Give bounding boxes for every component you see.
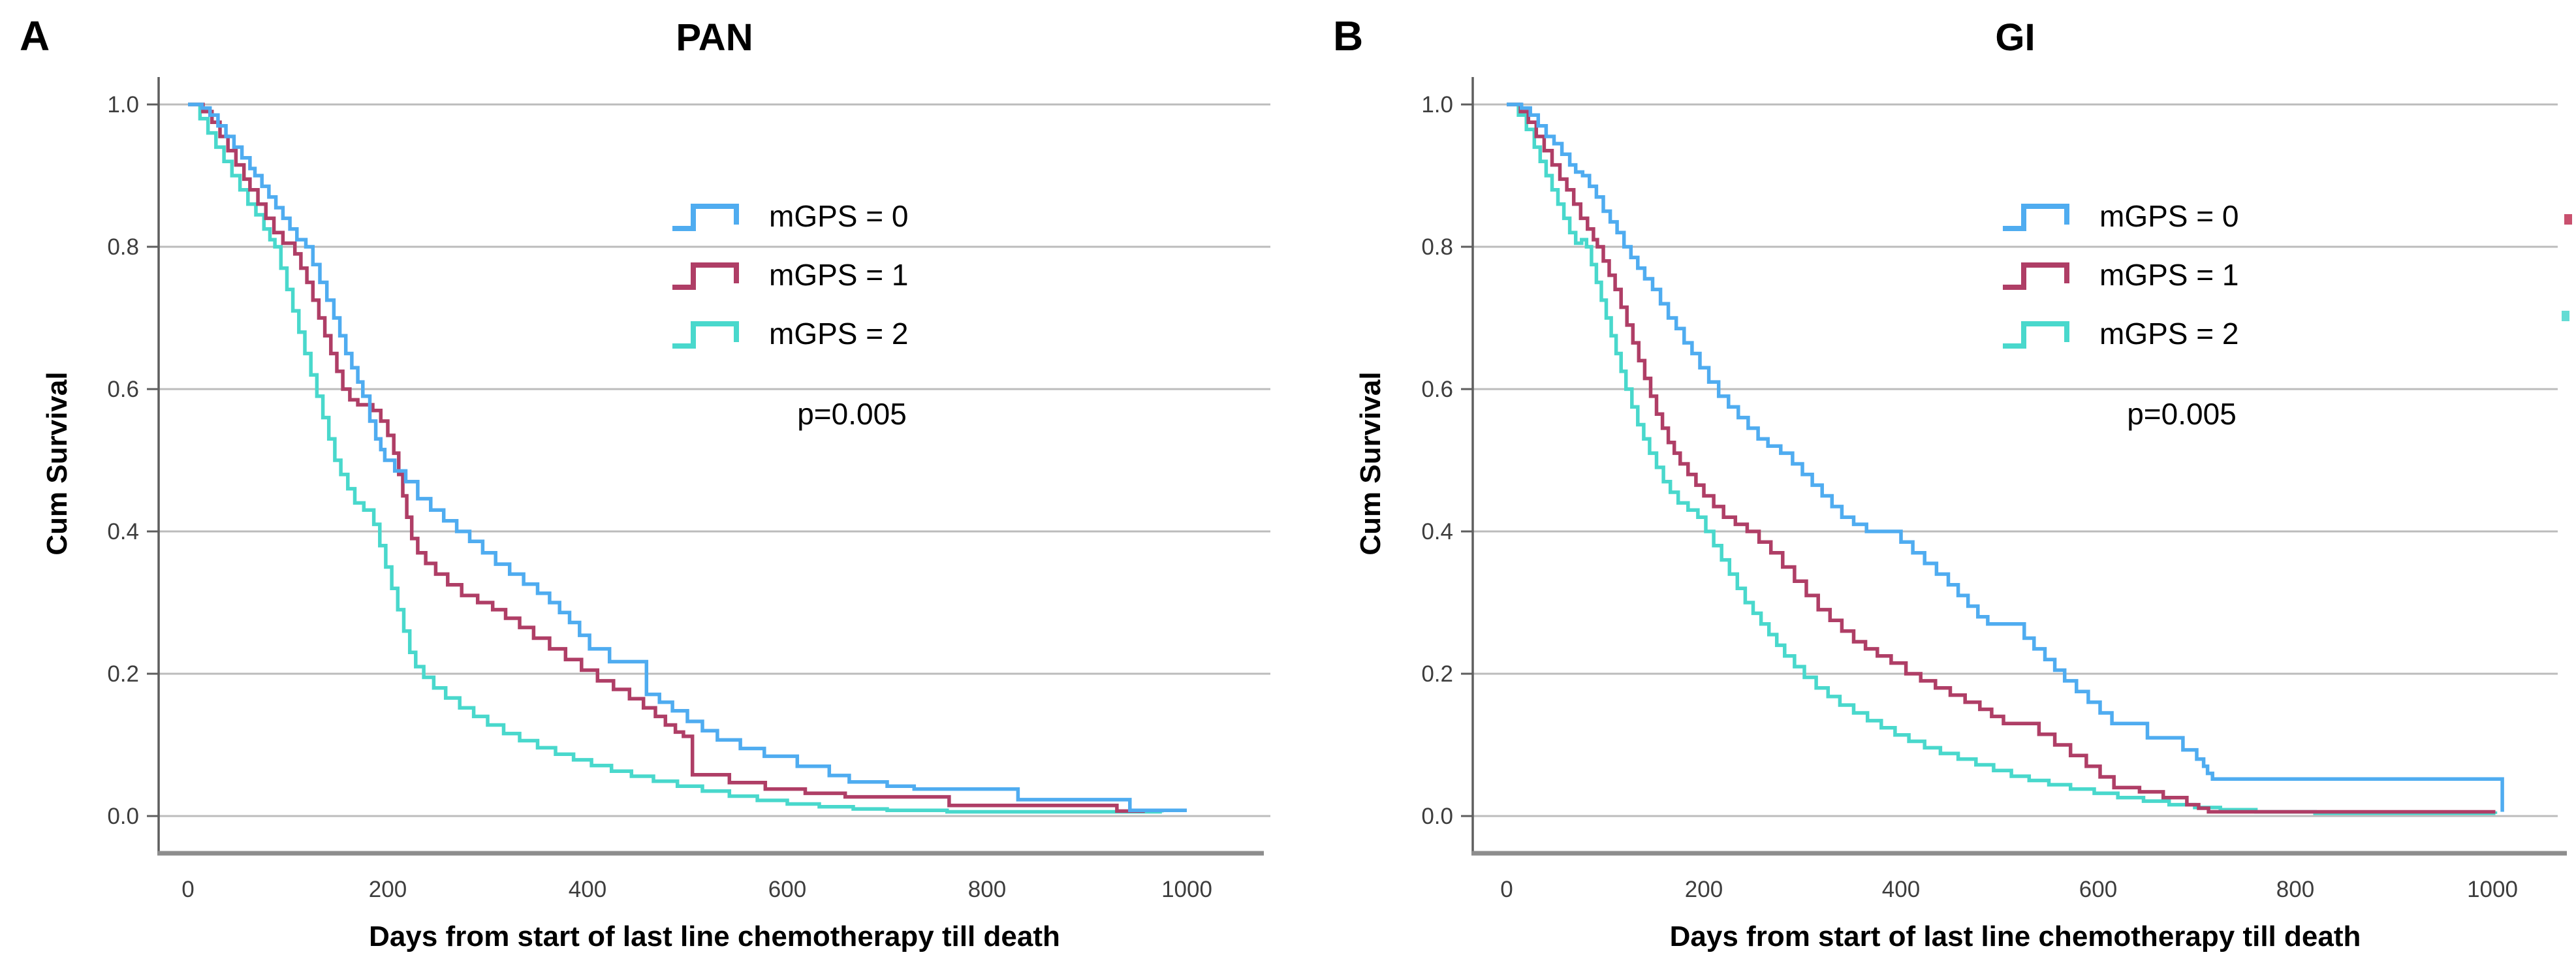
y-axis-title-a: Cum Survival <box>41 371 73 556</box>
x-axis-title-b: Days from start of last line chemotherap… <box>1669 921 2361 952</box>
panel-label-a: A <box>20 12 50 59</box>
svg-text:0: 0 <box>1500 877 1513 902</box>
svg-text:600: 600 <box>768 877 806 902</box>
svg-text:0.8: 0.8 <box>107 234 139 260</box>
svg-text:800: 800 <box>2276 877 2314 902</box>
svg-text:0.0: 0.0 <box>1421 804 1453 829</box>
panel-label-b: B <box>1333 12 1364 59</box>
km-step-glyph-cyan <box>2003 321 2069 349</box>
svg-text:0.2: 0.2 <box>1421 661 1453 687</box>
p-value-label-a: p=0.005 <box>797 397 907 431</box>
svg-text:0.2: 0.2 <box>107 661 139 687</box>
legend-item-mgps0: mGPS = 0 <box>2000 187 2238 245</box>
km-step-glyph-red <box>2003 262 2069 290</box>
svg-text:0: 0 <box>181 877 194 902</box>
svg-text:400: 400 <box>569 877 606 902</box>
svg-text:0.6: 0.6 <box>1421 377 1453 402</box>
legend-item-mgps1: mGPS = 1 <box>2000 245 2238 304</box>
y-axis-title-b: Cum Survival <box>1355 371 1387 556</box>
legend-a: mGPS = 0 mGPS = 1 mGPS = 2 <box>670 187 908 363</box>
legend-label: mGPS = 0 <box>2099 199 2239 233</box>
panel-title-gi: GI <box>1995 16 2035 59</box>
svg-text:200: 200 <box>1685 877 1723 902</box>
svg-text:0.8: 0.8 <box>1421 234 1453 260</box>
legend-label: mGPS = 0 <box>769 199 909 233</box>
legend-item-mgps2: mGPS = 2 <box>2000 304 2238 363</box>
svg-text:600: 600 <box>2079 877 2117 902</box>
svg-text:1.0: 1.0 <box>1421 92 1453 118</box>
km-step-glyph-red <box>672 262 739 290</box>
km-step-glyph-cyan <box>672 321 739 349</box>
legend-item-mgps0: mGPS = 0 <box>670 187 908 245</box>
legend-label: mGPS = 1 <box>2099 258 2239 292</box>
legend-label: mGPS = 1 <box>769 258 909 292</box>
svg-text:0.6: 0.6 <box>107 377 139 402</box>
panel-title-pan: PAN <box>676 16 753 59</box>
svg-text:800: 800 <box>968 877 1006 902</box>
x-axis-title-a: Days from start of last line chemotherap… <box>369 921 1060 952</box>
svg-text:0.4: 0.4 <box>107 519 139 544</box>
km-step-glyph-blue <box>2003 204 2069 231</box>
legend-b: mGPS = 0 mGPS = 1 mGPS = 2 <box>2000 187 2238 363</box>
legend-item-mgps1: mGPS = 1 <box>670 245 908 304</box>
svg-text:200: 200 <box>369 877 407 902</box>
svg-text:400: 400 <box>1882 877 1920 902</box>
km-step-glyph-blue <box>672 204 739 231</box>
svg-text:0.0: 0.0 <box>107 804 139 829</box>
svg-text:1000: 1000 <box>1161 877 1212 902</box>
legend-label: mGPS = 2 <box>769 317 909 351</box>
p-value-label-b: p=0.005 <box>2127 397 2237 431</box>
legend-label: mGPS = 2 <box>2099 317 2239 351</box>
svg-text:0.4: 0.4 <box>1421 519 1453 544</box>
cropped-legend-artifact-cyan <box>2562 311 2569 321</box>
svg-text:1.0: 1.0 <box>107 92 139 118</box>
svg-text:1000: 1000 <box>2467 877 2518 902</box>
cropped-legend-artifact-red <box>2564 214 2572 225</box>
legend-item-mgps2: mGPS = 2 <box>670 304 908 363</box>
